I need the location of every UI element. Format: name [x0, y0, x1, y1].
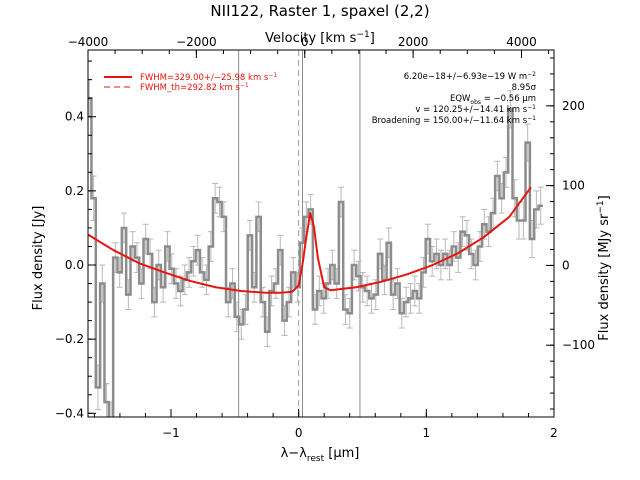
- y-tick-label: 0.2: [65, 184, 84, 198]
- right-tick-label: −100: [562, 338, 595, 352]
- x-tick-label: 0: [295, 426, 303, 440]
- top-tick-label: −4000: [68, 35, 109, 49]
- legend: FWHM=329.00+/−25.98 km s−1 FWHM_th=292.8…: [104, 72, 277, 93]
- top-tick-label: 4000: [506, 35, 537, 49]
- y-axis-label: Flux density [Jy]: [31, 206, 46, 311]
- reference-lines: [238, 50, 361, 417]
- spectrum-line: [88, 96, 543, 417]
- x-tick-label: −1: [162, 426, 180, 440]
- right-tick-label: 200: [562, 99, 585, 113]
- annotation-flux: 6.20e−18+/−6.93e−19 W m−2: [404, 71, 536, 82]
- annotation-velocity: v = 120.25+/−14.41 km s−1: [415, 104, 536, 115]
- top-tick-label: −2000: [176, 35, 217, 49]
- y-tick-label: −0.4: [55, 406, 84, 420]
- annotation-eqw: EQWobs = −0.56 µm: [450, 94, 536, 106]
- x-axis-label: λ−λrest [µm]: [281, 446, 360, 464]
- chart-title: NII122, Raster 1, spaxel (2,2): [210, 2, 429, 20]
- x-tick-label: 2: [550, 426, 558, 440]
- right-tick-label: 0: [562, 258, 570, 272]
- annotation-broadening: Broadening = 150.00+/−11.64 km s−1: [372, 115, 536, 126]
- y-tick-label: −0.2: [55, 332, 84, 346]
- top-tick-label: 0: [301, 35, 309, 49]
- fit-annotations: 6.20e−18+/−6.93e−19 W m−2 8.95σ EQWobs =…: [372, 71, 537, 126]
- y-tick-label: 0.4: [65, 110, 84, 124]
- top-tick-label: 2000: [398, 35, 429, 49]
- annotation-significance: 8.95σ: [512, 83, 537, 93]
- y-tick-label: 0.0: [65, 258, 84, 272]
- fit-series: [87, 186, 532, 294]
- right-axis-label: Flux density [MJy sr−1]: [596, 195, 612, 340]
- top-axis-label: Velocity [km s−1]: [265, 30, 375, 46]
- right-tick-label: 100: [562, 179, 585, 193]
- spectrum-series: [88, 79, 544, 417]
- x-tick-label: 1: [423, 426, 431, 440]
- legend-theory-label: FWHM_th=292.82 km s−1: [140, 82, 249, 93]
- legend-fit-label: FWHM=329.00+/−25.98 km s−1: [140, 72, 277, 83]
- fit-line: [87, 186, 532, 294]
- axes: −1 0 1 2−4000 −2000 0 2000 4000−0.4−0.20.00.20.…: [55, 35, 595, 440]
